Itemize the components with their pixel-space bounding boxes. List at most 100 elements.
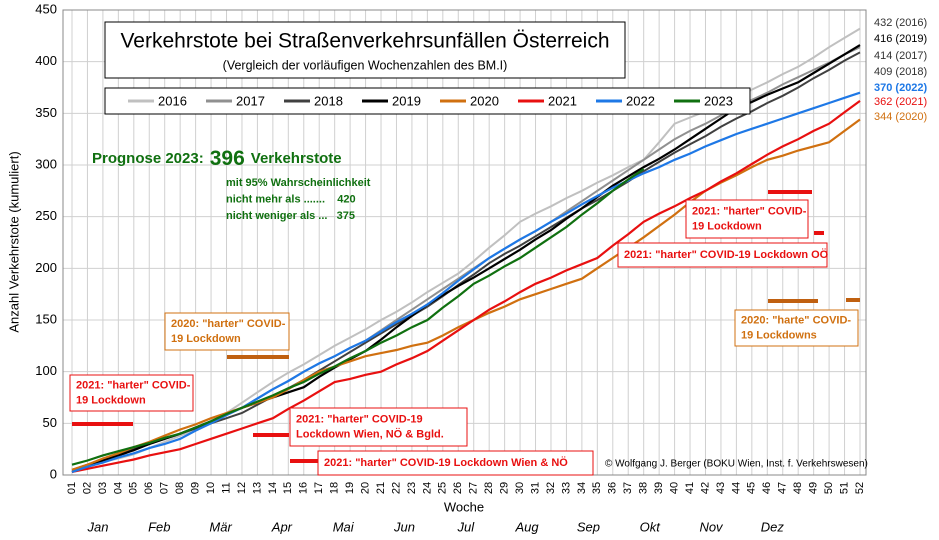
annotation-text: Lockdown Wien, NÖ & Bgld. [296, 427, 444, 440]
x-tick-label: 45 [746, 482, 758, 494]
annotation-text: 19 Lockdown [171, 333, 241, 345]
chart-title: Verkehrstote bei Straßenverkehrsunfällen… [120, 30, 609, 53]
x-tick-label: 05 [128, 482, 140, 494]
annotation-box [617, 242, 828, 268]
annotation-text: 2021: "harter" COVID-19 [296, 413, 423, 425]
title-box [104, 21, 626, 79]
legend-label: 2022 [626, 93, 655, 108]
annotation-box [289, 407, 468, 447]
annotation-text: 19 Lockdown [692, 220, 762, 232]
x-tick-label: 51 [838, 482, 850, 494]
x-tick-label: 13 [251, 482, 263, 494]
month-label: Jan [87, 519, 109, 534]
x-tick-label: 21 [375, 482, 387, 494]
end-label: 416 (2019) [874, 33, 927, 45]
x-tick-label: 25 [437, 482, 449, 494]
legend-label: 2019 [392, 93, 421, 108]
end-label: 370 (2022) [874, 82, 928, 94]
annotation-text: 19 Lockdowns [741, 329, 817, 341]
x-tick-label: 02 [81, 482, 93, 494]
x-tick-label: 06 [143, 482, 155, 494]
y-tick-label: 400 [35, 53, 57, 68]
y-tick-label: 100 [35, 363, 57, 378]
x-tick-label: 07 [159, 482, 171, 494]
x-tick-label: 52 [854, 482, 866, 494]
month-label: Mai [333, 519, 355, 534]
annotation-box [69, 374, 194, 412]
month-label: Nov [699, 519, 724, 534]
x-tick-label: 01 [66, 482, 78, 494]
x-tick-label: 18 [329, 482, 341, 494]
prognosis-unit: Verkehrstote [251, 150, 342, 167]
x-tick-label: 30 [514, 482, 526, 494]
prognosis: Prognose 2023: 396 Verkehrstote [92, 147, 342, 170]
x-tick-label: 19 [344, 482, 356, 494]
x-tick-label: 43 [715, 482, 727, 494]
end-label: 344 (2020) [874, 111, 927, 123]
month-label: Jun [393, 519, 415, 534]
x-tick-label: 03 [97, 482, 109, 494]
annotation-text: 2021: "harter" COVID- [692, 205, 807, 217]
end-label: 414 (2017) [874, 50, 927, 62]
series-line [71, 118, 861, 471]
y-tick-label: 350 [35, 105, 57, 120]
month-label: Okt [640, 519, 662, 534]
x-tick-label: 14 [267, 482, 279, 494]
series-line [71, 91, 861, 473]
month-label: Dez [761, 519, 785, 534]
x-tick-label: 41 [684, 482, 696, 494]
prognosis-label: Prognose 2023: [92, 150, 204, 167]
x-tick-label: 09 [190, 482, 202, 494]
x-axis-label: Woche [444, 499, 484, 514]
legend-label: 2023 [704, 93, 733, 108]
x-tick-label: 27 [468, 482, 480, 494]
x-tick-label: 42 [699, 482, 711, 494]
y-tick-label: 300 [35, 156, 57, 171]
annotation-text: 19 Lockdown [76, 394, 146, 406]
x-tick-label: 12 [236, 482, 248, 494]
annotation-box [317, 450, 594, 476]
x-tick-label: 47 [777, 482, 789, 494]
x-tick-label: 17 [313, 482, 325, 494]
x-tick-label: 24 [421, 482, 433, 494]
month-label: Mär [209, 519, 232, 534]
chart-subtitle: (Vergleich der vorläufigen Wochenzahlen … [223, 58, 508, 72]
x-tick-label: 28 [483, 482, 495, 494]
legend-label: 2020 [470, 93, 499, 108]
y-tick-label: 150 [35, 311, 57, 326]
x-tick-label: 38 [638, 482, 650, 494]
month-label: Aug [515, 519, 540, 534]
x-tick-label: 32 [545, 482, 557, 494]
x-tick-label: 08 [174, 482, 186, 494]
legend-label: 2017 [236, 93, 265, 108]
x-tick-label: 10 [205, 482, 217, 494]
x-tick-label: 39 [653, 482, 665, 494]
month-label: Feb [148, 519, 170, 534]
legend-label: 2021 [548, 93, 577, 108]
prognosis-note: nicht weniger als ... 375 [226, 210, 355, 222]
annotation-box [734, 309, 859, 347]
x-tick-label: 15 [282, 482, 294, 494]
series-line [71, 168, 645, 466]
legend-label: 2016 [158, 93, 187, 108]
annotation-text: 2021: "harter" COVID- [76, 379, 191, 391]
y-tick-label: 50 [43, 415, 57, 430]
x-tick-label: 35 [591, 482, 603, 494]
x-tick-label: 36 [607, 482, 619, 494]
x-tick-label: 33 [560, 482, 572, 494]
y-axis-label: Anzahl Verkehrstote (kumuliert) [6, 151, 21, 332]
legend-items: 2016 2017 2018 2019 2020 2021 2022 2023 [128, 93, 733, 108]
x-tick-label: 29 [499, 482, 511, 494]
prognosis-value: 396 [210, 147, 245, 170]
month-label: Sep [577, 519, 600, 534]
prognosis-note: mit 95% Wahrscheinlichkeit [226, 177, 371, 189]
x-tick-label: 22 [390, 482, 402, 494]
x-tick-label: 23 [406, 482, 418, 494]
month-label: Apr [271, 519, 293, 534]
x-tick-label: 31 [529, 482, 541, 494]
y-tick-label: 250 [35, 208, 57, 223]
x-tick-label: 44 [730, 482, 742, 494]
x-tick-label: 34 [576, 482, 588, 494]
annotation-text: 2021: "harter" COVID-19 Lockdown OÖ [624, 248, 829, 261]
